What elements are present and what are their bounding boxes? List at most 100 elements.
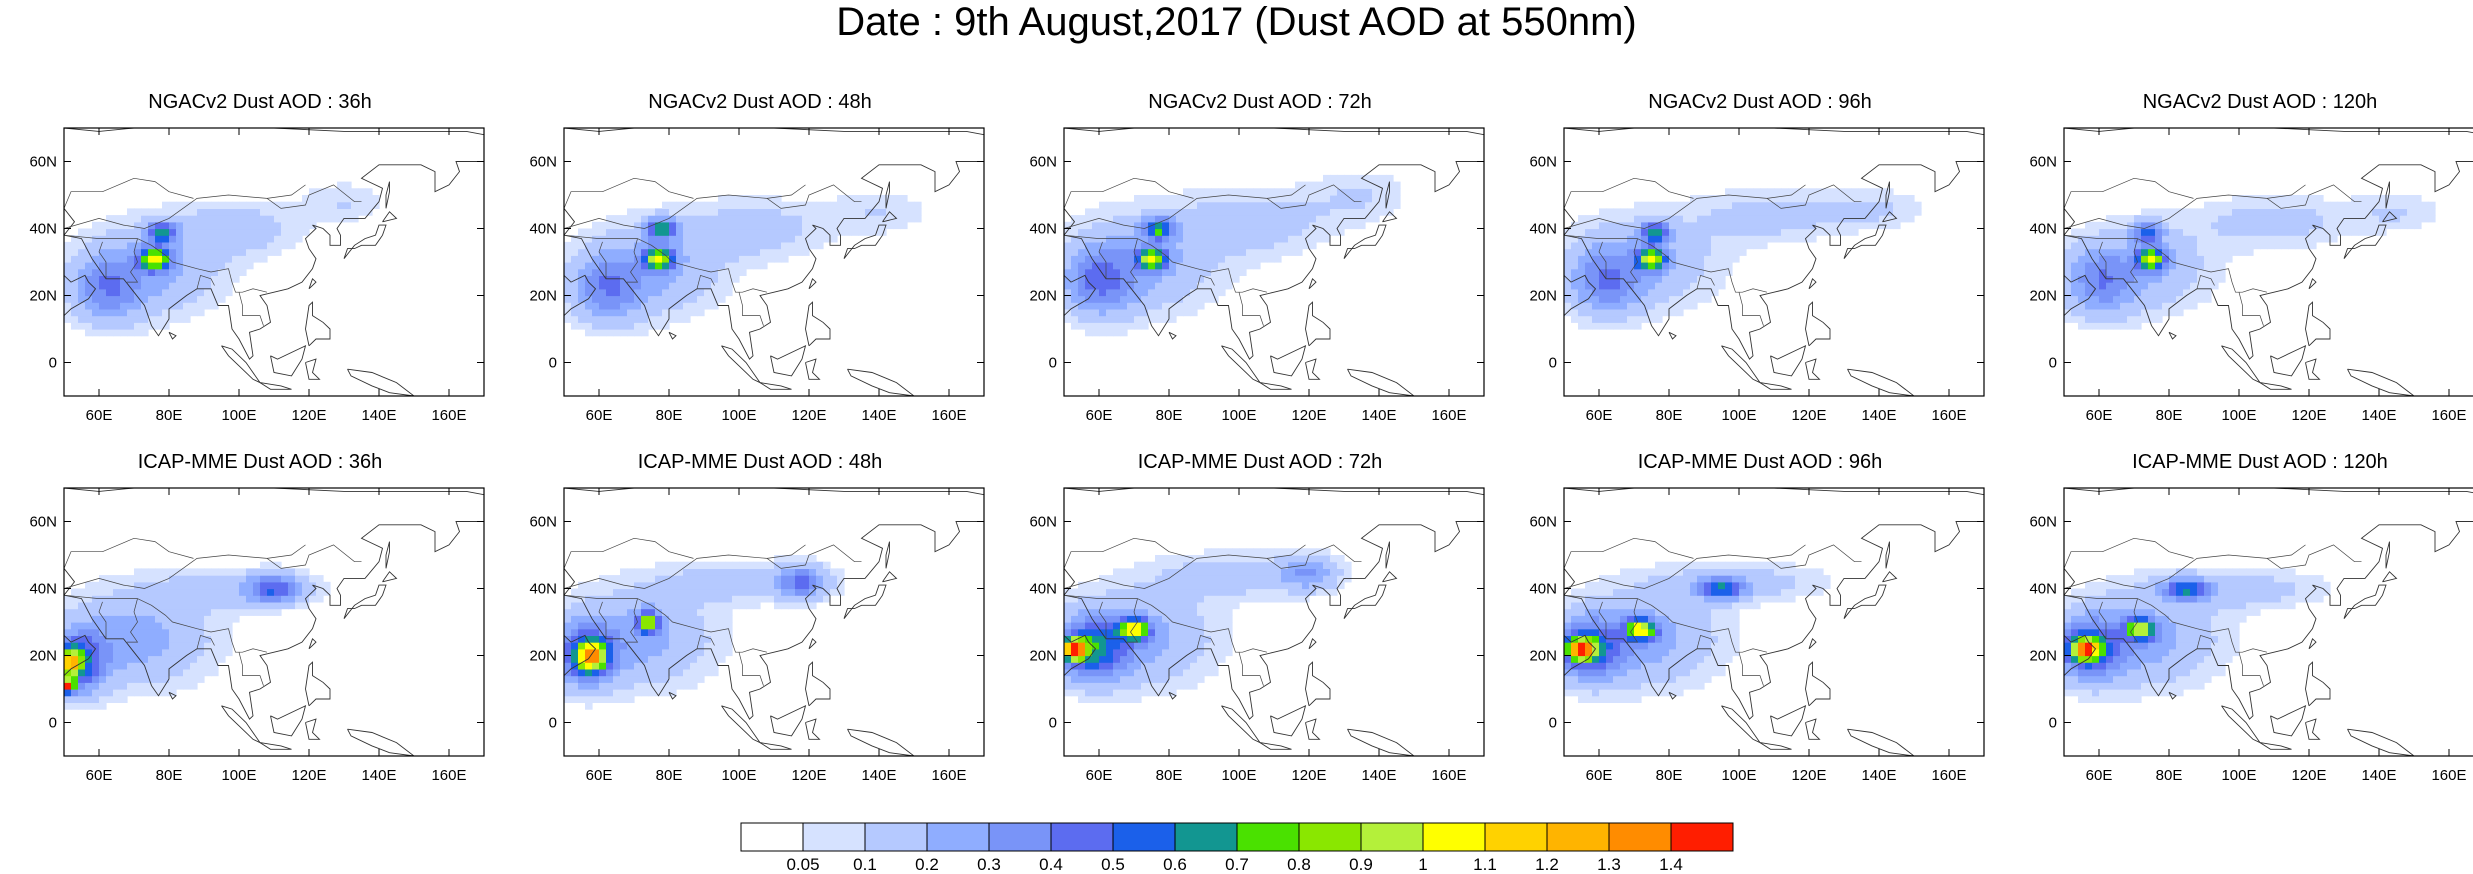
aod-cell (844, 208, 852, 216)
aod-cell (2316, 221, 2324, 230)
aod-cell (120, 601, 128, 610)
aod-cell (99, 668, 107, 677)
aod-cell (92, 308, 100, 317)
aod-cell (1851, 221, 1859, 230)
aod-cell (1190, 228, 1198, 236)
aod-cell (1078, 648, 1086, 657)
aod-cell (760, 561, 768, 569)
aod-cell (1197, 195, 1205, 203)
aod-cell (1176, 675, 1184, 683)
aod-cell (641, 215, 649, 223)
aod-cell (578, 601, 586, 610)
aod-cell (1106, 282, 1114, 290)
aod-cell (1211, 262, 1219, 270)
aod-cell (197, 248, 205, 256)
aod-cell (1260, 235, 1268, 243)
aod-cell (676, 248, 684, 256)
aod-cell (1295, 215, 1303, 223)
border-line (1696, 274, 1715, 289)
aod-cell (1218, 215, 1226, 223)
aod-cell (260, 201, 268, 209)
aod-cell (1148, 315, 1156, 323)
aod-cell (2344, 208, 2352, 216)
aod-cell (134, 615, 142, 623)
aod-cell (2358, 221, 2366, 230)
border-line (738, 652, 764, 686)
aod-cell (634, 248, 642, 256)
aod-cell (232, 595, 240, 603)
aod-cell (1809, 188, 1817, 196)
aod-cell (99, 275, 107, 283)
aod-cell (295, 221, 303, 230)
aod-cell (809, 235, 817, 243)
aod-cell (571, 595, 579, 603)
aod-cell (1099, 288, 1107, 297)
aod-cell (655, 628, 663, 636)
aod-cell (71, 241, 79, 250)
aod-cell (1148, 568, 1156, 576)
aod-cell (1613, 302, 1621, 310)
aod-cell (1141, 315, 1149, 323)
aod-cell (732, 601, 740, 610)
aod-cell (148, 668, 156, 677)
aod-cell (620, 302, 628, 310)
aod-cell (2148, 262, 2156, 270)
aod-cell (1725, 188, 1733, 196)
y-tick-label: 0 (49, 355, 57, 372)
aod-cell (176, 255, 184, 263)
aod-cell (1099, 635, 1107, 643)
aod-cell (211, 615, 219, 623)
aod-cell (1246, 255, 1254, 263)
aod-cell (1802, 201, 1810, 209)
aod-cell (641, 228, 649, 236)
aod-cell (2064, 262, 2072, 270)
aod-cell (134, 322, 142, 330)
aod-cell (162, 648, 170, 657)
aod-cell (1155, 555, 1163, 563)
aod-cell (578, 315, 586, 323)
aod-cell (1218, 648, 1226, 657)
aod-cell (2127, 228, 2135, 236)
aod-cell (1641, 308, 1649, 317)
aod-cell (1176, 268, 1184, 276)
aod-cell (1732, 248, 1740, 256)
aod-cell (1092, 208, 1100, 216)
aod-cell (1071, 262, 1079, 270)
aod-cell (1204, 642, 1212, 650)
aod-cell (620, 655, 628, 663)
coastline (2343, 224, 2387, 259)
aod-cell (120, 295, 128, 303)
aod-cell (1239, 241, 1247, 250)
aod-cell (1218, 255, 1226, 263)
aod-cell (641, 689, 649, 697)
aod-cell (613, 628, 621, 636)
aod-cell (662, 642, 670, 650)
aod-cell (1578, 308, 1586, 317)
aod-cell (1592, 241, 1600, 250)
coastlines (564, 128, 984, 396)
aod-cell (655, 588, 663, 596)
aod-cell (711, 228, 719, 236)
aod-cell (155, 282, 163, 290)
aod-cell (1071, 315, 1079, 323)
aod-cell (585, 282, 593, 290)
aod-cell (330, 195, 338, 203)
aod-cell (134, 221, 142, 230)
aod-cell (1323, 221, 1331, 230)
aod-cell (141, 588, 149, 596)
aod-cell (690, 581, 698, 590)
aod-cell (1302, 208, 1310, 216)
aod-cell (1844, 195, 1852, 203)
aod-cell (718, 575, 726, 583)
aod-cell (141, 228, 149, 236)
aod-cell (267, 241, 275, 250)
aod-cell (106, 262, 114, 270)
aod-cell (725, 595, 733, 603)
aod-cell (683, 601, 691, 610)
aod-cell (676, 308, 684, 317)
aod-cell (746, 235, 754, 243)
aod-cell (1106, 689, 1114, 697)
aod-cell (1704, 255, 1712, 263)
aod-cell (127, 208, 135, 216)
aod-cell (2071, 228, 2079, 236)
